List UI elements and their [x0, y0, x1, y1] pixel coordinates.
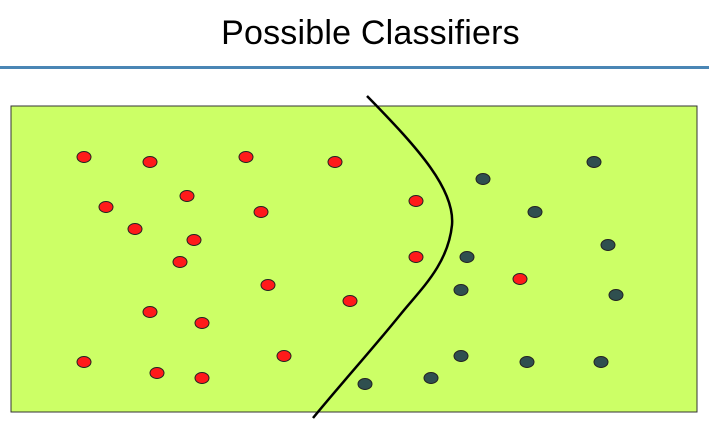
data-points — [76, 151, 624, 390]
red-class-point — [179, 190, 195, 202]
red-class-point — [194, 372, 210, 384]
red-class-point — [238, 151, 254, 163]
dark-class-point — [527, 206, 543, 218]
red-class-point — [408, 195, 424, 207]
red-class-point — [194, 317, 210, 329]
dark-class-point — [519, 356, 535, 368]
decision-boundary — [312, 95, 454, 419]
red-class-point — [342, 295, 358, 307]
red-class-point — [98, 201, 114, 213]
feature-space-panel — [10, 105, 698, 413]
title-divider — [0, 66, 709, 69]
dark-class-point — [586, 156, 602, 168]
red-class-point — [512, 273, 528, 285]
red-class-point — [76, 151, 92, 163]
red-class-point — [127, 223, 143, 235]
dark-class-point — [453, 284, 469, 296]
dark-class-point — [600, 239, 616, 251]
red-class-point — [142, 156, 158, 168]
dark-class-point — [357, 378, 373, 390]
red-class-point — [327, 156, 343, 168]
dark-class-point — [459, 251, 475, 263]
dark-class-point — [453, 350, 469, 362]
dark-class-point — [423, 372, 439, 384]
page-title: Possible Classifiers — [221, 14, 520, 52]
red-class-point — [149, 367, 165, 379]
red-class-point — [142, 306, 158, 318]
red-class-point — [276, 350, 292, 362]
red-class-point — [76, 356, 92, 368]
red-class-point — [408, 251, 424, 263]
red-class-point — [186, 234, 202, 246]
dark-class-point — [475, 173, 491, 185]
dark-class-point — [593, 356, 609, 368]
dark-class-point — [608, 289, 624, 301]
red-class-point — [172, 256, 188, 268]
red-class-point — [253, 206, 269, 218]
red-class-point — [260, 279, 276, 291]
